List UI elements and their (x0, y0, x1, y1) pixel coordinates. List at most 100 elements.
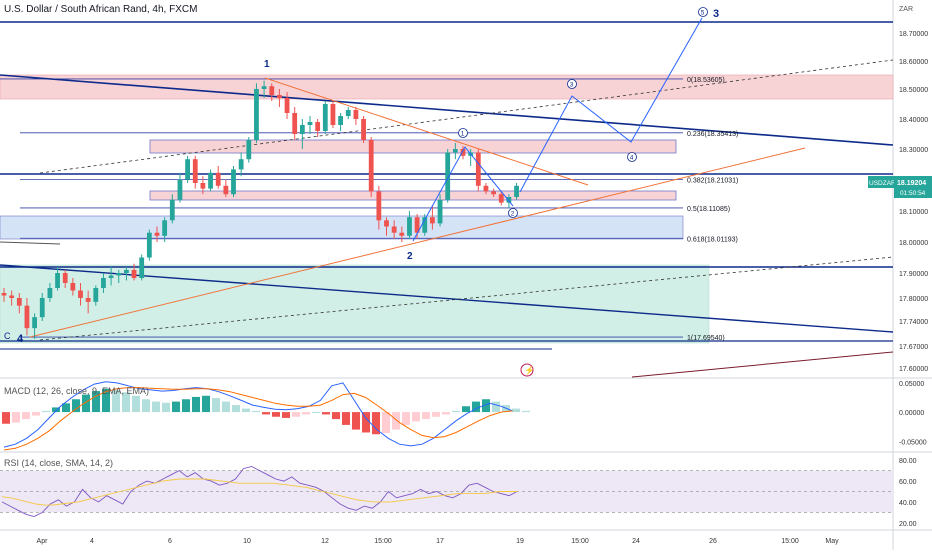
candle-body (185, 159, 190, 180)
macd-hist-bar (432, 412, 440, 417)
macd-hist-bar (242, 408, 250, 413)
price-tick-label: 18.60000 (899, 59, 928, 66)
candle-body (78, 290, 83, 298)
fib-label: 0(18.53605) (687, 77, 725, 84)
macd-tick-label: -0.05000 (899, 439, 927, 446)
uptrend-line (29, 147, 806, 338)
macd-hist-bar (152, 401, 160, 413)
wave-path (412, 146, 514, 242)
candle-body (116, 273, 122, 276)
wave-circle (698, 7, 708, 17)
candle-body (208, 172, 213, 189)
candle-body (445, 152, 451, 200)
candle-body (55, 273, 60, 288)
candle-body (47, 288, 53, 298)
wave-label-3: 3 (713, 8, 719, 20)
macd-hist-bar (462, 406, 470, 413)
candle-body (475, 152, 481, 186)
candle-body (437, 199, 443, 224)
wave-circle-label: 3 (570, 82, 574, 89)
currency-label: ZAR (899, 6, 913, 13)
macd-tick-label: 0.00000 (899, 410, 924, 417)
time-tick-label: 15:00 (781, 538, 799, 545)
macd-hist-bar (22, 412, 30, 420)
macd-hist-bar (372, 412, 380, 435)
candle-body (192, 159, 198, 183)
downtrend-line (0, 74, 894, 146)
rsi-tick-label: 60.00 (899, 479, 917, 486)
wave-circle-label: 5 (701, 10, 705, 17)
macd-hist-bar (122, 392, 130, 413)
macd-hist-bar (82, 394, 90, 413)
macd-hist-bar (312, 412, 320, 414)
candle-body (1, 293, 7, 296)
macd-hist-bar (72, 399, 80, 413)
macd-line (3, 381, 513, 448)
time-tick-label: May (825, 538, 839, 545)
macd-hist-bar (292, 412, 300, 417)
macd-hist-bar (492, 401, 500, 413)
rsi-title: RSI (14, close, SMA, 14, 2) (4, 458, 114, 468)
candle-body (491, 191, 496, 195)
macd-hist-bar (132, 395, 140, 413)
fib-label: 0.382(18.21031) (687, 178, 738, 185)
candle-body (391, 226, 397, 233)
price-tick-label: 18.50000 (899, 87, 928, 94)
candle-body (414, 217, 420, 233)
candle-body (177, 179, 183, 200)
macd-hist-bar (382, 412, 390, 434)
candle-body (330, 104, 336, 125)
macd-hist-bar (92, 391, 100, 413)
candle-body (70, 283, 76, 291)
time-tick-label: 12 (321, 538, 329, 545)
symbol-badge (868, 176, 894, 188)
rsi-line (1, 466, 518, 517)
short-line (0, 241, 61, 245)
candle-body (246, 140, 252, 160)
wave-circle-label: 1 (461, 131, 465, 138)
candle-body (261, 86, 267, 89)
candle-body (93, 288, 99, 302)
price-tick-label: 18.00000 (899, 240, 928, 247)
candle-body (322, 104, 328, 131)
candle-body (345, 110, 351, 116)
candle-body (460, 149, 466, 156)
macd-hist-bar (192, 396, 200, 413)
orange-downtrend (264, 77, 589, 186)
price-tick-label: 17.90000 (899, 271, 928, 278)
price-tick-label: 17.60000 (899, 366, 928, 373)
price-tick-label: 18.40000 (899, 117, 928, 124)
wave-label-1: 1 (264, 59, 270, 70)
candle-body (399, 232, 405, 236)
macd-hist-bar (222, 401, 230, 413)
macd-hist-bar (412, 412, 420, 422)
candle-body (154, 232, 160, 236)
price-tick-label: 17.67000 (899, 344, 928, 351)
candle-body (338, 116, 343, 125)
symbol-badge-text: USDZAR (869, 180, 896, 187)
candle-body (215, 172, 221, 186)
macd-hist-bar (102, 388, 110, 413)
fib-zone-mid (149, 139, 677, 154)
wave-label-c: C (4, 331, 11, 341)
macd-hist-bar (212, 398, 220, 413)
macd-hist-bar (272, 412, 280, 417)
macd-hist-bar (342, 412, 350, 425)
rsi-ma-line (1, 478, 518, 506)
candle-body (506, 197, 512, 203)
price-badge-value: 18.19204 (897, 180, 926, 187)
candle-body (24, 305, 30, 329)
candle-body (200, 183, 206, 189)
candle-body (384, 220, 389, 227)
macd-hist-bar (472, 401, 480, 413)
macd-hist-bar (112, 389, 120, 413)
macd-hist-bar (522, 410, 530, 413)
macd-hist-bar (512, 408, 520, 413)
candle-body (85, 298, 91, 302)
time-tick-label: 10 (243, 538, 251, 545)
candle-body (39, 298, 45, 318)
candle-body (452, 149, 458, 153)
candle-body (361, 119, 366, 140)
candle-body (231, 169, 236, 195)
